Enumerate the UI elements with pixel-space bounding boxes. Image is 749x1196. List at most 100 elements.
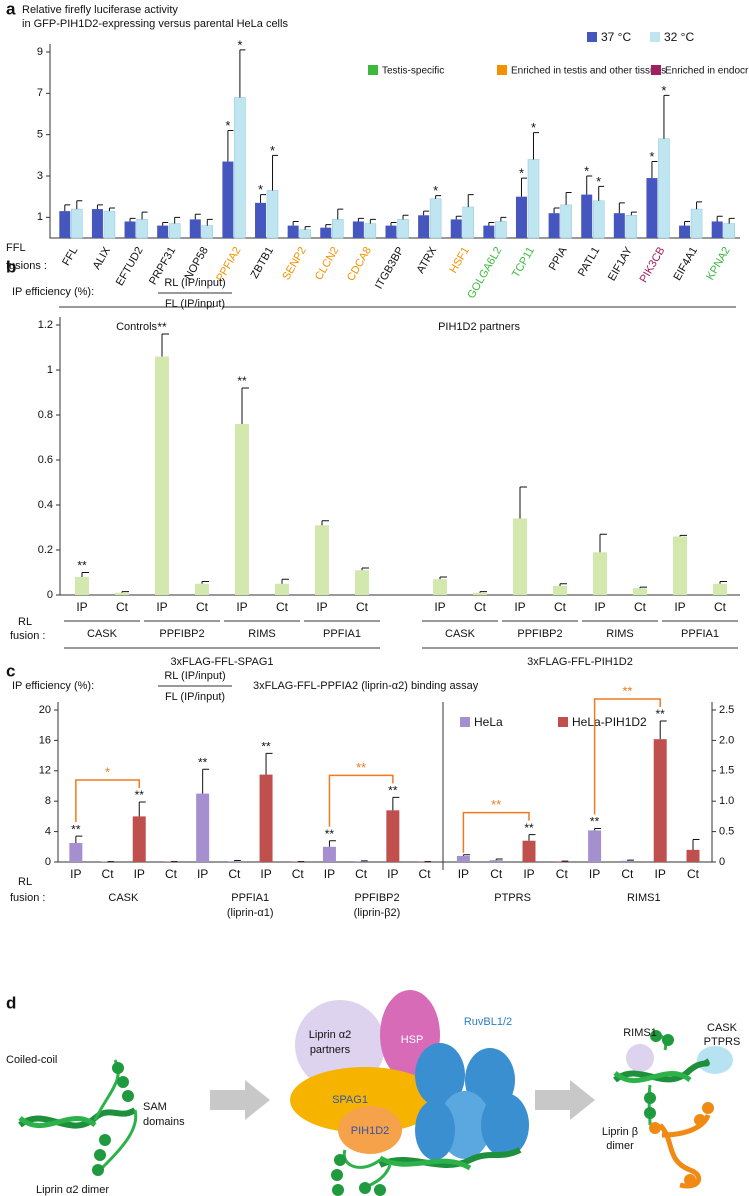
error-bar [692,839,700,850]
error-bar [162,222,169,226]
error-bar [696,201,703,210]
bar [103,210,116,239]
tick-label: 1.5 [719,765,734,777]
bar [115,592,129,595]
error-bar [618,202,625,214]
bar [332,219,344,239]
error-bar [716,215,723,222]
bar [515,196,527,238]
diagram-label: dimer [606,1140,634,1152]
bar [364,223,377,239]
diagram [18,990,733,1196]
ruvbl [415,1100,455,1160]
significance: * [519,166,524,181]
x-tick-label: Ct [634,600,647,614]
bar [625,215,638,239]
coiled-coil [613,1058,710,1083]
bar [711,221,723,238]
bar [483,225,495,238]
error-bar [626,859,634,861]
legend-swatch [497,65,507,75]
error-bar [292,220,299,226]
bar [713,583,727,595]
error-bar [392,796,400,811]
error-bar [161,333,169,357]
tick-label: 16 [39,734,51,746]
x-tick-label: IP [387,867,398,881]
bar [235,424,249,595]
error-bar [495,858,503,861]
error-bar [639,586,647,589]
x-tick-label: SENP2 [280,245,308,282]
significance: * [258,182,263,197]
bar [473,592,487,595]
error-bar [684,220,691,226]
panel-label: d [6,993,16,1012]
x-tick-label: PIK3CB [638,245,668,285]
error-bar [455,215,462,220]
tick-label: 2.5 [719,704,734,716]
error-bar [390,222,397,226]
error-bar [194,213,201,220]
x-tick-label: EFTUD2 [114,245,146,288]
bar [723,223,735,239]
x-tick-label: Ct [687,867,700,881]
legend-label: Enriched in testis and other tissues [511,66,666,77]
arrow [210,1080,270,1120]
x-tick-label: IP [589,867,600,881]
bar [548,213,560,238]
bar [195,583,209,595]
bracket-label: * [105,764,110,779]
bar [322,846,336,862]
significance: ** [261,739,271,753]
significance: * [433,183,438,198]
x-tick-label: IP [76,600,87,614]
significance: ** [590,815,600,829]
ruvbl [481,1093,529,1157]
axis [57,702,713,863]
tick-label: 0.2 [38,544,53,556]
significance: ** [656,707,666,721]
bar [386,810,400,862]
tick-label: 7 [37,87,43,99]
group-label: 3xFLAG-FFL-SPAG1 [170,656,273,668]
bar [275,583,289,595]
bar [653,739,667,862]
bar [234,97,246,239]
significance: ** [77,559,87,573]
error-bar [304,226,311,230]
liprin-beta-domains [649,1102,714,1186]
bar [299,229,311,239]
bar [287,225,299,238]
error-bar [532,132,539,160]
diagram-label: Liprin α2 dimer [36,1184,109,1196]
error-bar [138,801,146,817]
coiled-coil [613,1071,692,1084]
bar [255,202,267,238]
error-bar [663,94,670,139]
axis-label: fusions : [6,260,47,272]
group-sublabel: (liprin-β2) [354,907,401,919]
group-label: PTPRS [494,892,531,904]
error-bar [337,208,344,220]
x-tick-label: ATRX [415,244,440,275]
arrow [535,1080,595,1120]
error-bar [260,194,267,203]
error-bar [439,576,447,580]
error-bar [594,828,602,831]
bar [673,536,687,595]
bar [397,219,409,239]
x-tick-label: IP [236,600,247,614]
bar [266,190,279,239]
bar [429,198,442,239]
error-bar [174,216,181,224]
bar [658,138,670,239]
diagram-label: SAM [143,1101,167,1113]
x-tick-label: FFL [60,245,80,268]
bar [227,861,241,862]
panel-label: a [6,0,16,18]
bar [690,208,703,239]
error-bar [272,154,279,191]
significance: ** [135,788,145,802]
tick-label: 0 [45,856,51,868]
